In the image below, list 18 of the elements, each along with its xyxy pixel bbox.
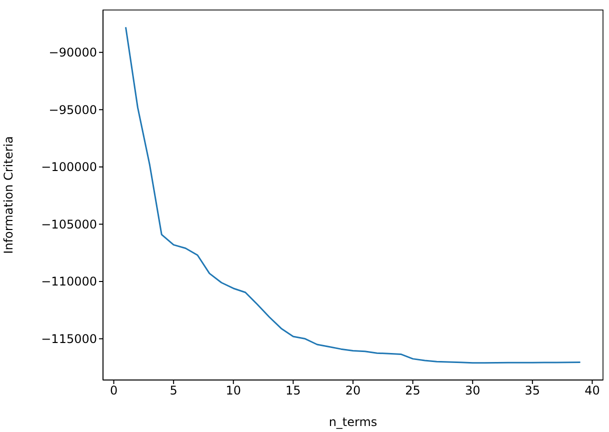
x-tick-label: 5	[170, 384, 178, 398]
y-axis-title: Information Criteria	[1, 136, 16, 254]
x-tick-label: 20	[345, 384, 361, 398]
y-tick-label: −90000	[48, 46, 97, 60]
y-tick-label: −100000	[41, 160, 97, 174]
x-tick-label: 15	[286, 384, 301, 398]
y-tick-label: −115000	[41, 332, 97, 346]
y-tick-label: −110000	[41, 274, 97, 289]
x-tick-label: 35	[524, 384, 540, 398]
x-axis-title: n_terms	[328, 415, 378, 429]
x-tick-label: 10	[226, 384, 242, 398]
y-tick-label: −105000	[41, 217, 97, 232]
x-tick-label: 30	[464, 384, 480, 398]
x-tick-label: 0	[110, 384, 118, 398]
x-tick-label: 40	[584, 384, 600, 398]
line-series	[124, 26, 582, 364]
y-tick-label: −95000	[48, 102, 97, 117]
x-tick-label: 25	[405, 384, 420, 398]
